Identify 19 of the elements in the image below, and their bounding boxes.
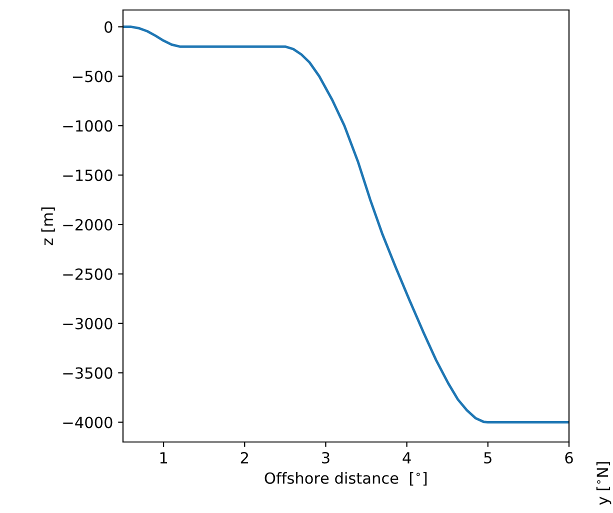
x-tick-label: 4 [402,452,411,464]
text: y [$^{∘}$N] [596,462,612,505]
line-series [123,26,569,424]
y-tick-label: −2000 [63,218,112,231]
x-tick-label: 5 [484,452,492,464]
x-tick-label: 1 [160,452,167,464]
y-tick-label: −2500 [63,268,112,280]
x-tick-label: 3 [322,452,330,464]
y-tick-label: −3000 [63,318,112,330]
y-tick-label: −1000 [63,120,112,132]
y-tick-label: 0 [104,21,112,33]
y-axis-title: z [m] [41,207,55,246]
x-axis-title: Offshore distance [$^{∘}$] [264,472,427,486]
x-tick-label: 2 [240,452,248,464]
y-tick-label: −3500 [63,367,112,379]
x-tick-label: 6 [565,452,573,464]
y-tick-label: −1500 [63,170,112,182]
y-tick-label: −500 [72,70,112,82]
y-tick-label: −4000 [63,416,112,428]
